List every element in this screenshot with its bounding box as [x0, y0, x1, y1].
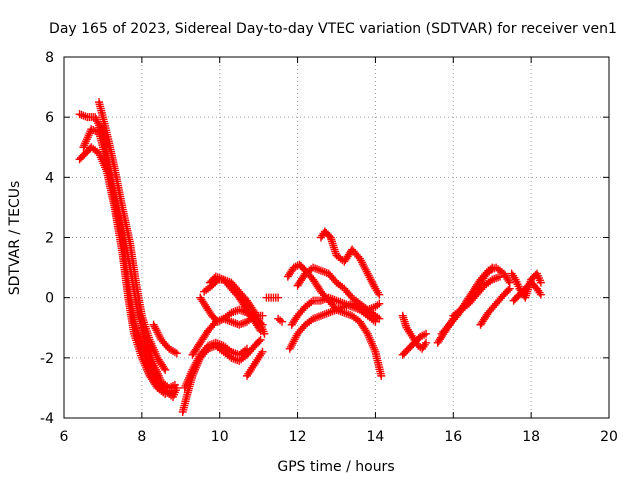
y-tick-label: 0 [45, 291, 54, 307]
data-point-markers [509, 278, 545, 305]
series-arc-15 [283, 260, 386, 380]
x-axis-label: GPS time / hours [277, 459, 394, 475]
series-arc-25 [476, 284, 514, 329]
x-tick-label: 20 [600, 429, 618, 445]
y-tick-label: 4 [45, 170, 54, 186]
data-point-markers [293, 263, 384, 323]
data-point-markers [398, 329, 431, 359]
x-tick-label: 16 [444, 429, 462, 445]
series-arc-27 [509, 278, 545, 305]
y-tick-label: 6 [45, 110, 54, 126]
x-tick-label: 18 [522, 429, 540, 445]
x-tick-label: 6 [60, 429, 69, 445]
x-tick-label: 8 [137, 429, 146, 445]
series-arc-4 [95, 98, 170, 374]
y-tick-label: 2 [45, 231, 54, 247]
data-point-markers [398, 311, 431, 353]
data-point-markers [180, 338, 251, 392]
data-point-markers [242, 347, 267, 380]
data-points [75, 98, 545, 416]
axis-ticks: 6 8 10 12 14 16 18 20 -4 -2 0 2 4 6 8 [40, 50, 618, 445]
series-arc-21 [398, 329, 431, 359]
series-arc-14 [274, 314, 286, 326]
series-arc-20 [398, 311, 431, 353]
series-arc-24 [449, 272, 504, 320]
y-axis-label: SDTVAR / TECUs [7, 181, 23, 296]
data-point-markers [262, 293, 283, 302]
data-point-markers [149, 320, 181, 358]
series-arc-12 [242, 347, 267, 380]
data-point-markers [476, 284, 514, 329]
x-tick-label: 12 [289, 429, 307, 445]
series-arc-3 [75, 110, 179, 392]
y-tick-label: -4 [40, 411, 54, 427]
data-point-markers [205, 272, 269, 338]
series-arc-19 [316, 227, 384, 299]
series-arc-18 [293, 263, 384, 323]
data-point-markers [95, 98, 170, 374]
series-arc-13 [262, 293, 283, 302]
data-point-markers [449, 272, 504, 320]
series-arc-5 [149, 320, 181, 358]
data-point-markers [316, 227, 384, 299]
x-tick-label: 14 [367, 429, 385, 445]
y-tick-label: -2 [40, 351, 54, 367]
data-point-markers [287, 293, 380, 329]
data-point-markers [75, 110, 179, 392]
series-arc-7 [180, 338, 251, 392]
data-point-markers [274, 314, 286, 326]
chart-title: Day 165 of 2023, Sidereal Day-to-day VTE… [49, 21, 617, 37]
y-tick-label: 8 [45, 50, 54, 66]
data-point-markers [283, 260, 386, 380]
x-tick-label: 10 [211, 429, 229, 445]
series-arc-17 [287, 293, 380, 329]
series-arc-11 [205, 272, 269, 338]
